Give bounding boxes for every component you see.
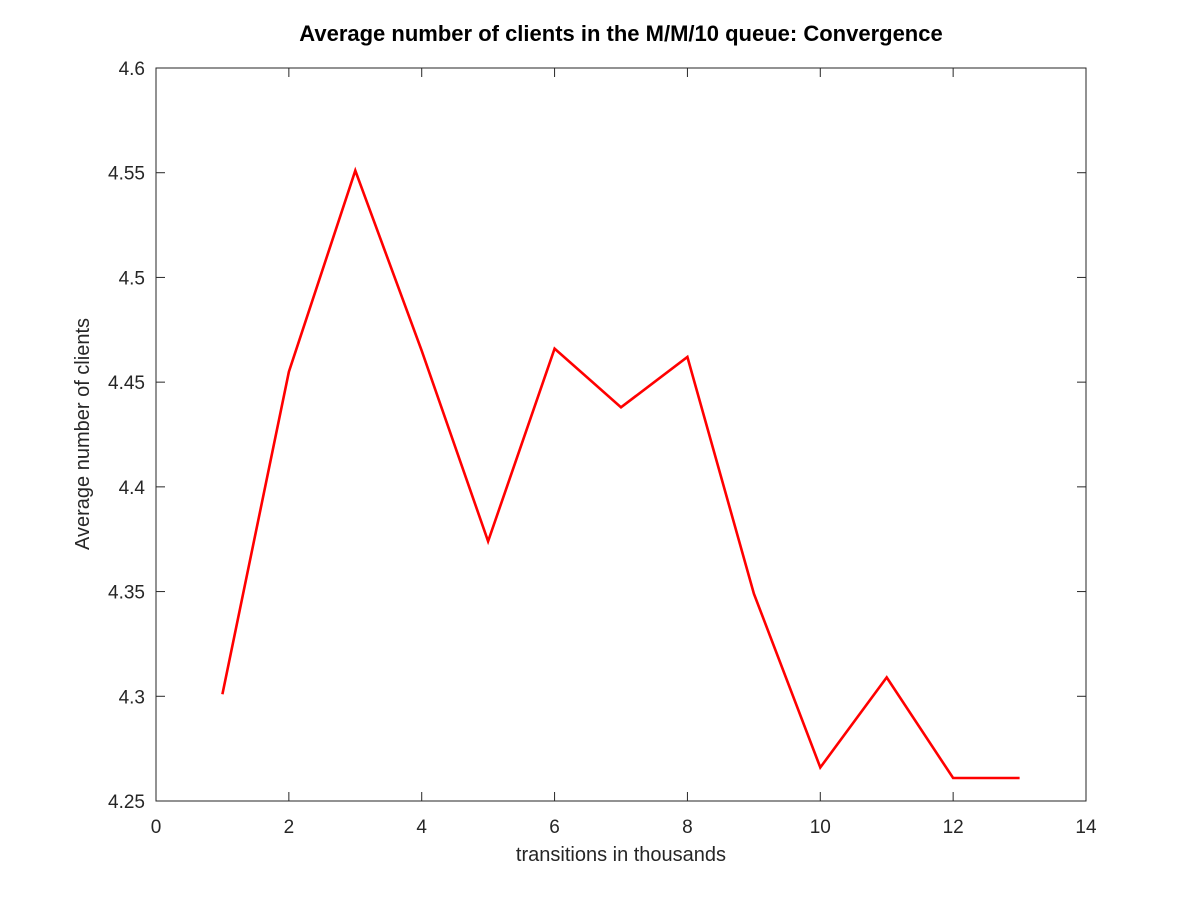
y-tick-label: 4.5	[119, 268, 145, 289]
y-tick-label: 4.3	[119, 687, 145, 708]
axes-box	[155, 67, 1087, 802]
chart-title: Average number of clients in the M/M/10 …	[299, 21, 942, 46]
y-tick-label: 4.55	[108, 164, 145, 185]
series-line	[221, 166, 1020, 780]
y-tick-label: 4.35	[108, 583, 145, 604]
x-tick-label: 6	[549, 817, 560, 838]
x-tick-label: 8	[682, 817, 693, 838]
x-tick-label: 14	[1075, 817, 1097, 838]
x-tick-label: 2	[284, 817, 295, 838]
x-tick-label: 0	[151, 817, 162, 838]
x-tick-label: 4	[416, 817, 427, 838]
y-tick-label: 4.45	[108, 373, 145, 394]
x-axis-label: transitions in thousands	[516, 844, 726, 866]
x-tick-label: 10	[810, 817, 831, 838]
y-tick-label: 4.6	[119, 59, 145, 80]
y-axis-label: Average number of clients	[72, 318, 94, 550]
y-tick-label: 4.25	[108, 792, 145, 813]
x-tick-label: 12	[943, 817, 964, 838]
y-tick-label: 4.4	[119, 478, 146, 499]
plot-area: 0 2 4 6 8 10 12 14 4.25 4.3 4.35 4.4 4.45 4.5 4.55 4.6	[108, 59, 1097, 838]
